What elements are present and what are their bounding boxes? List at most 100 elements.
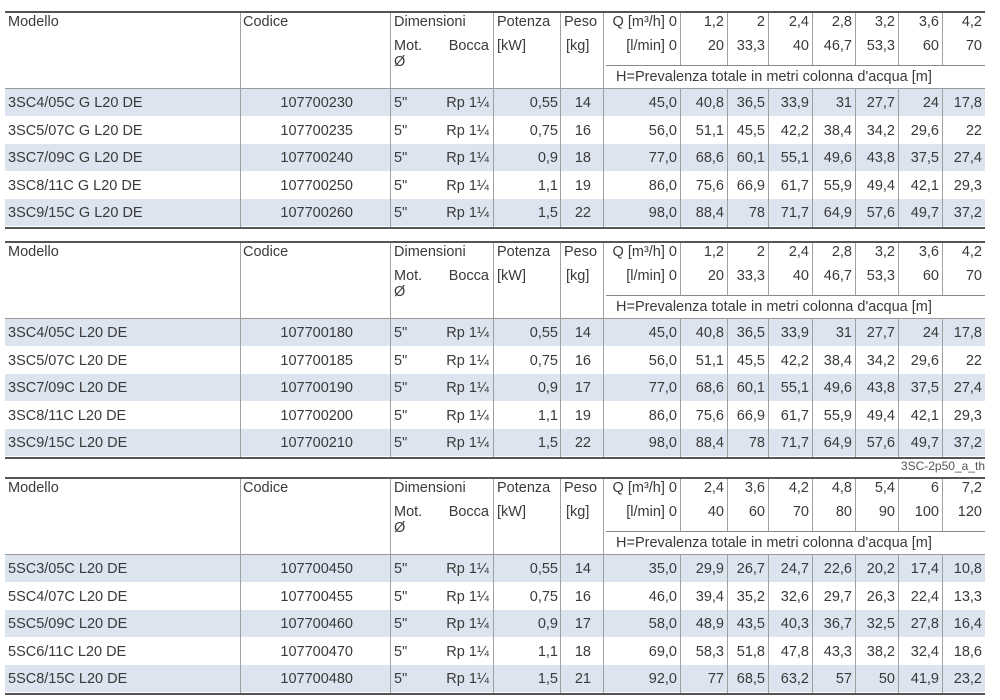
column-divider xyxy=(493,13,494,227)
column-divider xyxy=(560,13,561,227)
cell-head-value: 45,5 xyxy=(736,122,765,139)
cell-bocca: Rp 1¼ xyxy=(446,671,489,688)
cell-bocca: Rp 1¼ xyxy=(446,150,489,167)
cell-head-value: 55,9 xyxy=(823,177,852,194)
cell-head-value: 56,0 xyxy=(648,122,677,139)
cell-head-value: 75,6 xyxy=(695,407,724,424)
cell-head-value: 78 xyxy=(748,205,765,222)
cell-potenza: 1,1 xyxy=(537,177,558,194)
cell-codice: 107700260 xyxy=(280,205,353,222)
cell-head-value: 60,1 xyxy=(736,150,765,167)
cell-bocca: Rp 1¼ xyxy=(446,95,489,111)
cell-head-value: 57 xyxy=(835,671,852,688)
header-modello: Modello xyxy=(8,480,59,496)
cell-head-value: 49,7 xyxy=(910,205,939,222)
cell-head-value: 31 xyxy=(835,95,852,111)
cell-head-value: 77,0 xyxy=(648,380,677,397)
column-divider xyxy=(855,88,856,227)
cell-head-value: 17,8 xyxy=(953,95,982,111)
cell-potenza: 0,55 xyxy=(529,325,558,341)
cell-head-value: 57,6 xyxy=(866,205,895,222)
header-q-m3h-value: 6 xyxy=(930,480,939,496)
h-divider xyxy=(606,295,985,296)
cell-head-value: 71,7 xyxy=(780,205,809,222)
column-divider xyxy=(390,243,391,457)
column-divider xyxy=(942,243,943,295)
cell-head-value: 46,0 xyxy=(648,588,677,605)
table-row: 3SC8/11C L20 DE 107700200 5" Rp 1¼ 1,1 19 86,0… xyxy=(5,402,985,429)
cell-modello: 5SC8/15C L20 DE xyxy=(8,671,128,688)
cell-head-value: 35,0 xyxy=(648,561,677,577)
header-bocca: Bocca xyxy=(448,38,489,54)
cell-head-value: 43,3 xyxy=(823,643,852,660)
header-dimensioni: Dimensioni xyxy=(394,14,466,30)
cell-head-value: 88,4 xyxy=(695,205,724,222)
cell-head-value: 68,5 xyxy=(736,671,765,688)
header-codice: Codice xyxy=(243,14,289,30)
cell-head-value: 13,3 xyxy=(953,588,982,605)
column-divider xyxy=(768,243,769,295)
cell-head-value: 29,3 xyxy=(953,407,982,424)
header-mot: Mot. xyxy=(394,38,423,54)
performance-table: Modello Codice Dimensioni Mot. Ø Bocca Potenza… xyxy=(5,241,985,459)
cell-head-value: 40,8 xyxy=(695,325,724,341)
cell-peso: 14 xyxy=(574,95,591,111)
table-row: 3SC8/11C G L20 DE 107700250 5" Rp 1¼ 1,1 19 86… xyxy=(5,172,985,199)
header-h-label: H=Prevalenza totale in metri colonna d'a… xyxy=(616,535,932,551)
column-divider xyxy=(727,554,728,693)
cell-head-value: 64,9 xyxy=(823,205,852,222)
cell-head-value: 27,8 xyxy=(910,616,939,633)
cell-head-value: 34,2 xyxy=(866,122,895,139)
header-q-m3h-value: 2,8 xyxy=(831,244,852,260)
cell-head-value: 49,6 xyxy=(823,380,852,397)
cell-mot: 5" xyxy=(394,561,408,577)
header-q-m3h-value: 3,2 xyxy=(874,14,895,30)
header-q-m3h-value: 3,2 xyxy=(874,244,895,260)
header-peso: Peso xyxy=(564,480,598,496)
cell-mot: 5" xyxy=(394,325,408,341)
cell-peso: 18 xyxy=(574,150,591,167)
column-divider xyxy=(560,243,561,457)
cell-codice: 107700180 xyxy=(280,325,353,341)
column-divider xyxy=(898,318,899,457)
header-potenza-unit: [kW] xyxy=(497,504,526,520)
cell-modello: 5SC5/09C L20 DE xyxy=(8,616,128,633)
header-q-lmin-value: 40 xyxy=(792,268,809,284)
column-divider xyxy=(942,479,943,531)
header-q-m3h-value: 2 xyxy=(756,14,765,30)
cell-head-value: 16,4 xyxy=(953,616,982,633)
cell-codice: 107700230 xyxy=(280,95,353,111)
cell-head-value: 29,6 xyxy=(910,352,939,369)
column-divider xyxy=(727,243,728,295)
header-q-m3h-value: 1,2 xyxy=(703,14,724,30)
column-divider xyxy=(560,479,561,693)
cell-codice: 107700470 xyxy=(280,643,353,660)
cell-head-value: 45,0 xyxy=(648,95,677,111)
column-divider xyxy=(812,243,813,295)
cell-head-value: 49,4 xyxy=(866,407,895,424)
header-q-lmin-value: 46,7 xyxy=(823,38,852,54)
header-diam: Ø xyxy=(394,54,406,70)
column-divider xyxy=(727,318,728,457)
h-divider xyxy=(606,65,985,66)
column-divider xyxy=(680,243,681,295)
cell-head-value: 42,1 xyxy=(910,177,939,194)
column-divider xyxy=(812,13,813,65)
cell-head-value: 34,2 xyxy=(866,352,895,369)
header-q-m3h-value: 4,2 xyxy=(961,244,982,260)
cell-bocca: Rp 1¼ xyxy=(446,177,489,194)
header-q-lmin-value: 20 xyxy=(707,38,724,54)
column-divider xyxy=(768,13,769,65)
cell-head-value: 49,7 xyxy=(910,435,939,452)
column-divider xyxy=(680,13,681,65)
cell-head-value: 43,5 xyxy=(736,616,765,633)
column-divider xyxy=(680,318,681,457)
column-divider xyxy=(898,88,899,227)
cell-head-value: 37,5 xyxy=(910,150,939,167)
cell-head-value: 42,2 xyxy=(780,352,809,369)
cell-head-value: 22 xyxy=(965,122,982,139)
header-q-lmin-value: 70 xyxy=(965,38,982,54)
header-q-m3h-value: 3,6 xyxy=(918,244,939,260)
cell-head-value: 29,3 xyxy=(953,177,982,194)
cell-head-value: 36,5 xyxy=(736,325,765,341)
